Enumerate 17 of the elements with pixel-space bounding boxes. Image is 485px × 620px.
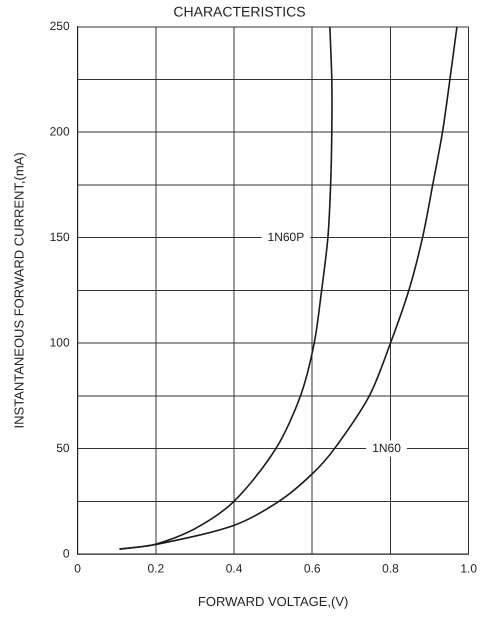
series-label: 1N60P [268,230,304,244]
y-tick-label: 150 [50,230,70,244]
x-axis-title: FORWARD VOLTAGE,(V) [198,594,348,609]
y-tick-label: 0 [62,546,70,560]
x-tick-label: 0.4 [226,562,243,576]
y-tick-label: 100 [50,335,70,350]
y-tick-label: 250 [50,19,70,34]
x-tick-label: 1.0 [460,562,478,576]
text: 1N60 [372,440,402,455]
y-tick-label: 200 [50,124,70,139]
x-tick-label: 0.2 [147,562,164,576]
x-tick-label: 0.6 [304,562,321,576]
y-axis-title: INSTANTANEOUS FORWARD CURRENT,(mA) [11,152,26,428]
x-tick-label: 0.8 [382,562,400,576]
y-tick-label: 50 [56,440,70,455]
x-tick-label: 0 [74,562,82,576]
chart-title: CHARACTERISTICS [173,3,306,20]
